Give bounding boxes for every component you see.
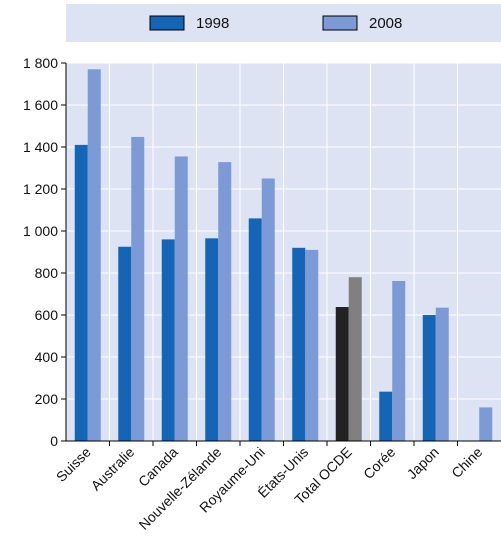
bar-2008-nouvelle-zélande [218,162,232,441]
x-tick-label: Suisse [53,444,94,485]
bar-2008-chine [479,407,493,441]
bar-2008-états-unis [305,249,319,441]
bar-2008-suisse [87,69,101,442]
bars [74,69,493,442]
legend: 1998 2008 [149,15,402,32]
bar-1998-japon [422,315,436,441]
bar-2008-canada [174,156,188,441]
bar-2008-royaume-uni [261,178,275,441]
legend-background [66,4,501,42]
y-tick-label: 1 000 [23,223,58,239]
legend-swatch-2008 [322,15,358,31]
legend-item-2008: 2008 [322,15,402,32]
bar-1998-australie [118,246,132,441]
x-tick-label: Chine [448,444,485,481]
x-tick-label: Australie [88,444,138,494]
bar-1998-royaume-uni [248,218,262,441]
y-tick-label: 600 [35,307,59,323]
bar-1998-canada [161,239,175,441]
bar-1998-nouvelle-zélande [205,238,219,441]
y-tick-label: 1 600 [23,97,58,113]
y-tick-label: 800 [35,265,59,281]
bar-2008-australie [131,136,145,442]
bar-1998-total-ocde [335,307,349,441]
y-tick-label: 1 200 [23,181,58,197]
y-tick-label: 200 [35,391,59,407]
legend-item-1998: 1998 [149,15,229,32]
legend-swatch-1998 [149,15,185,31]
legend-label-2008: 2008 [369,15,402,32]
y-tick-label: 1 800 [23,55,58,71]
bar-1998-états-unis [292,247,306,441]
bar-1998-suisse [74,144,88,441]
y-tick-label: 0 [50,433,58,449]
bar-2008-total-ocde [348,277,362,441]
bar-2008-japon [435,307,449,441]
axes [61,62,501,446]
bar-1998-corée [379,391,393,441]
x-tick-label: Corée [360,444,398,482]
x-tick-label: Japon [404,444,442,482]
legend-label-1998: 1998 [196,15,229,32]
y-tick-label: 400 [35,349,59,365]
y-tick-label: 1 400 [23,139,58,155]
bar-2008-corée [392,280,406,441]
